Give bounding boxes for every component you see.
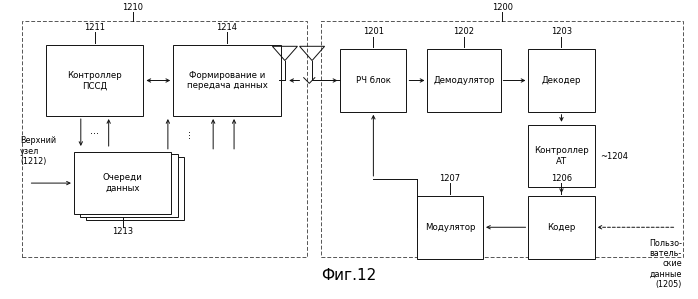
Text: Контроллер
АТ: Контроллер АТ: [534, 146, 589, 166]
Text: 1200: 1200: [492, 3, 513, 12]
Text: Пользо-
ватель-
ские
данные
(1205): Пользо- ватель- ские данные (1205): [649, 239, 682, 289]
Text: 1213: 1213: [112, 227, 133, 236]
Text: РЧ блок: РЧ блок: [356, 76, 391, 85]
Bar: [417, 196, 483, 259]
Text: 1206: 1206: [551, 174, 572, 183]
Bar: [427, 49, 500, 112]
Bar: [321, 21, 683, 257]
Bar: [528, 196, 595, 259]
Bar: [173, 45, 281, 116]
Text: 1210: 1210: [123, 3, 144, 12]
Text: Контроллер
ПССД: Контроллер ПССД: [68, 71, 122, 90]
Bar: [22, 21, 307, 257]
Text: Декодер: Декодер: [542, 76, 581, 85]
Text: Кодер: Кодер: [547, 223, 576, 232]
Text: 1201: 1201: [363, 27, 384, 36]
Bar: [341, 49, 406, 112]
Text: 1202: 1202: [454, 27, 475, 36]
Bar: [80, 154, 177, 217]
Text: Верхний
узел
(1212): Верхний узел (1212): [20, 136, 57, 166]
Text: 1207: 1207: [440, 174, 461, 183]
Bar: [46, 45, 144, 116]
Text: ···: ···: [186, 129, 195, 138]
Text: ~1204: ~1204: [600, 152, 628, 161]
Text: ···: ···: [90, 129, 99, 139]
Text: Демодулятор: Демодулятор: [433, 76, 495, 85]
Bar: [87, 157, 184, 219]
Bar: [528, 49, 595, 112]
Text: Фиг.12: Фиг.12: [321, 268, 377, 283]
Text: 1211: 1211: [84, 23, 105, 32]
Bar: [74, 152, 172, 214]
Text: 1214: 1214: [216, 23, 237, 32]
Bar: [528, 125, 595, 187]
Text: Очереди
данных: Очереди данных: [103, 173, 142, 193]
Text: Модулятор: Модулятор: [425, 223, 475, 232]
Text: Формирование и
передача данных: Формирование и передача данных: [186, 71, 267, 90]
Text: 1203: 1203: [551, 27, 572, 36]
